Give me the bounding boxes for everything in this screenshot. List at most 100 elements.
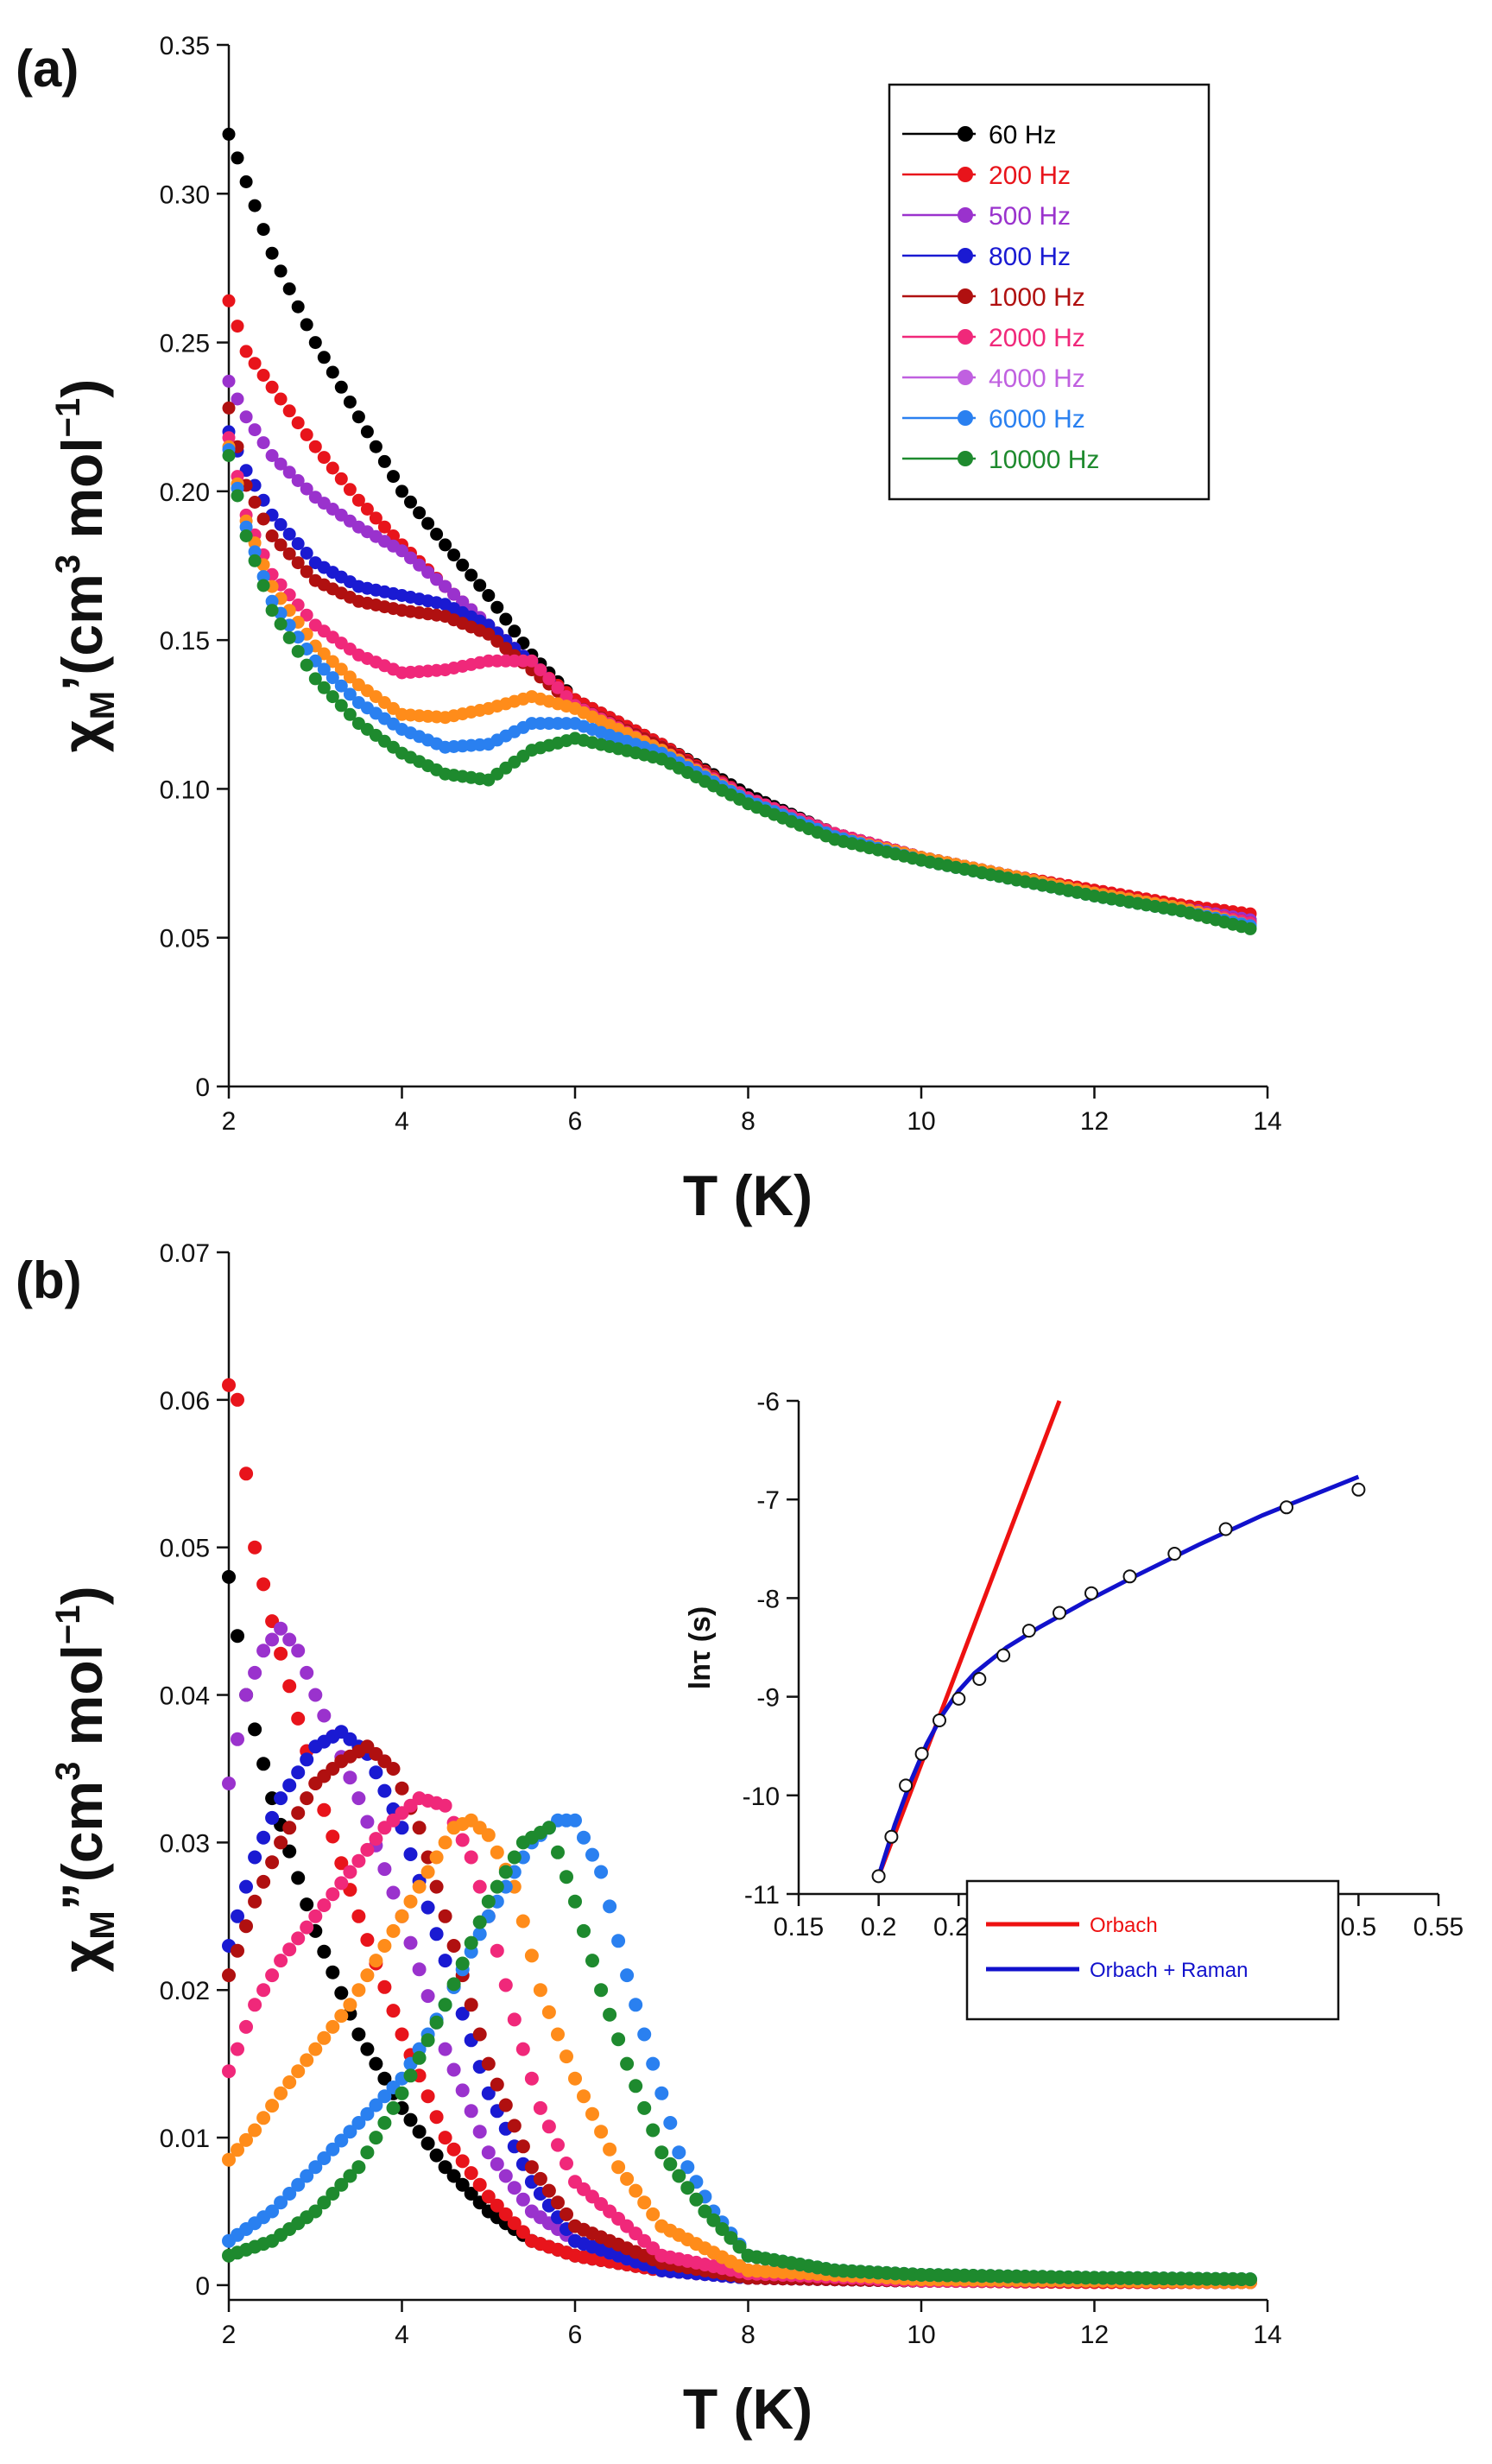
data-point bbox=[498, 1978, 513, 1992]
data-point bbox=[343, 670, 357, 684]
data-point bbox=[420, 2033, 435, 2048]
a-y-tick-label: 0.35 bbox=[160, 32, 210, 60]
legend-label: 60 Hz bbox=[989, 121, 1056, 149]
data-point bbox=[222, 1968, 236, 1983]
data-point bbox=[334, 2009, 349, 2024]
data-point bbox=[317, 2030, 332, 2045]
data-point bbox=[317, 1708, 332, 1723]
data-point bbox=[300, 1791, 314, 1806]
data-point bbox=[1218, 1522, 1233, 1536]
data-point bbox=[274, 538, 288, 552]
data-point bbox=[481, 2145, 496, 2160]
i-y-tick-label: -9 bbox=[756, 1684, 780, 1713]
data-point bbox=[282, 466, 296, 479]
legend-entry-10000-hz: 10000 Hz bbox=[902, 446, 1099, 474]
data-point bbox=[551, 2027, 565, 2042]
data-point bbox=[386, 1762, 401, 1776]
legend-entry-4000-hz: 4000 Hz bbox=[902, 364, 1085, 393]
data-point bbox=[326, 1829, 340, 1844]
data-point bbox=[360, 2145, 375, 2160]
data-point bbox=[438, 1954, 452, 1968]
data-point bbox=[308, 2204, 323, 2219]
legend-label: 500 Hz bbox=[989, 202, 1071, 231]
data-point bbox=[534, 663, 547, 677]
data-point bbox=[429, 2148, 444, 2163]
b-y-tick-label: 0.04 bbox=[160, 1682, 210, 1711]
data-point bbox=[248, 496, 262, 509]
data-point bbox=[515, 2139, 530, 2154]
data-point bbox=[490, 1845, 504, 1859]
data-point bbox=[672, 2145, 686, 2160]
data-point bbox=[308, 2042, 323, 2056]
data-point bbox=[343, 687, 357, 701]
data-point bbox=[334, 380, 348, 394]
data-point bbox=[577, 2089, 591, 2104]
legend-entry-6000-hz: 6000 Hz bbox=[902, 405, 1085, 434]
b-x-tick-label: 12 bbox=[1080, 2321, 1109, 2349]
data-point bbox=[256, 1644, 271, 1658]
data-point bbox=[326, 2187, 340, 2201]
data-point bbox=[326, 365, 339, 379]
data-point bbox=[490, 2198, 504, 2213]
data-point bbox=[481, 2056, 496, 2071]
data-point bbox=[1243, 922, 1257, 935]
series-800-hz bbox=[222, 425, 1257, 929]
data-point bbox=[585, 2106, 599, 2121]
data-point bbox=[420, 1865, 435, 1879]
data-point bbox=[317, 351, 331, 364]
data-point bbox=[481, 2086, 496, 2100]
data-point bbox=[265, 246, 279, 260]
legend-entry-60-hz: 60 Hz bbox=[902, 121, 1056, 149]
data-point bbox=[715, 2222, 730, 2236]
data-point bbox=[551, 2195, 565, 2210]
data-point bbox=[629, 2183, 643, 2198]
data-point bbox=[317, 681, 331, 694]
panel-b-chart: (b) 0 0.01 0.02 0.03 0.04 0.05 0.06 0.07 2 4 6 8 10… bbox=[16, 1239, 1282, 2441]
data-point bbox=[377, 1939, 392, 1953]
data-point bbox=[308, 336, 322, 350]
data-point bbox=[507, 1850, 522, 1865]
data-point bbox=[343, 483, 357, 497]
legend-entry-1000-hz: 1000 Hz bbox=[902, 283, 1085, 312]
data-point bbox=[326, 1887, 340, 1902]
data-point bbox=[420, 1900, 435, 1915]
data-point bbox=[256, 223, 270, 237]
data-point bbox=[282, 528, 296, 541]
panel-a-chart: (a) 0 0.05 0.10 0.15 0.20 0.25 0.30 0.35 2 4 6 8 10… bbox=[16, 32, 1282, 1227]
data-point bbox=[560, 2157, 573, 2170]
panel-b-label: (b) bbox=[16, 1251, 82, 1309]
data-point bbox=[438, 1798, 452, 1813]
data-point bbox=[222, 1777, 236, 1790]
data-point bbox=[300, 1920, 314, 1935]
data-point bbox=[386, 2100, 401, 2115]
data-point bbox=[274, 517, 288, 531]
a-y-tick-label: 0.25 bbox=[160, 330, 210, 358]
data-point bbox=[481, 2189, 496, 2204]
data-point bbox=[1084, 1586, 1098, 1600]
data-point bbox=[515, 1914, 530, 1929]
a-x-tick-label: 14 bbox=[1253, 1107, 1281, 1136]
data-point bbox=[256, 1577, 271, 1592]
data-point bbox=[334, 1986, 349, 2000]
data-point bbox=[884, 1829, 899, 1844]
data-point bbox=[611, 2160, 626, 2175]
data-point bbox=[533, 1983, 547, 1998]
data-point bbox=[456, 558, 470, 572]
data-point bbox=[637, 2195, 652, 2210]
data-point bbox=[464, 2187, 478, 2201]
a-y-tick-label: 0.05 bbox=[160, 925, 210, 953]
data-point bbox=[369, 2131, 383, 2145]
data-point bbox=[438, 1909, 452, 1923]
data-point bbox=[464, 1850, 478, 1865]
data-point bbox=[231, 1943, 244, 1958]
data-point bbox=[438, 1835, 452, 1850]
data-point bbox=[377, 1862, 392, 1877]
data-point bbox=[403, 2068, 418, 2083]
legend-swatch-marker bbox=[958, 288, 973, 304]
data-point bbox=[300, 2053, 314, 2068]
data-point bbox=[899, 1778, 914, 1793]
data-point bbox=[377, 2116, 392, 2130]
data-point bbox=[291, 474, 305, 487]
data-point bbox=[490, 635, 504, 648]
data-point bbox=[274, 1835, 288, 1850]
